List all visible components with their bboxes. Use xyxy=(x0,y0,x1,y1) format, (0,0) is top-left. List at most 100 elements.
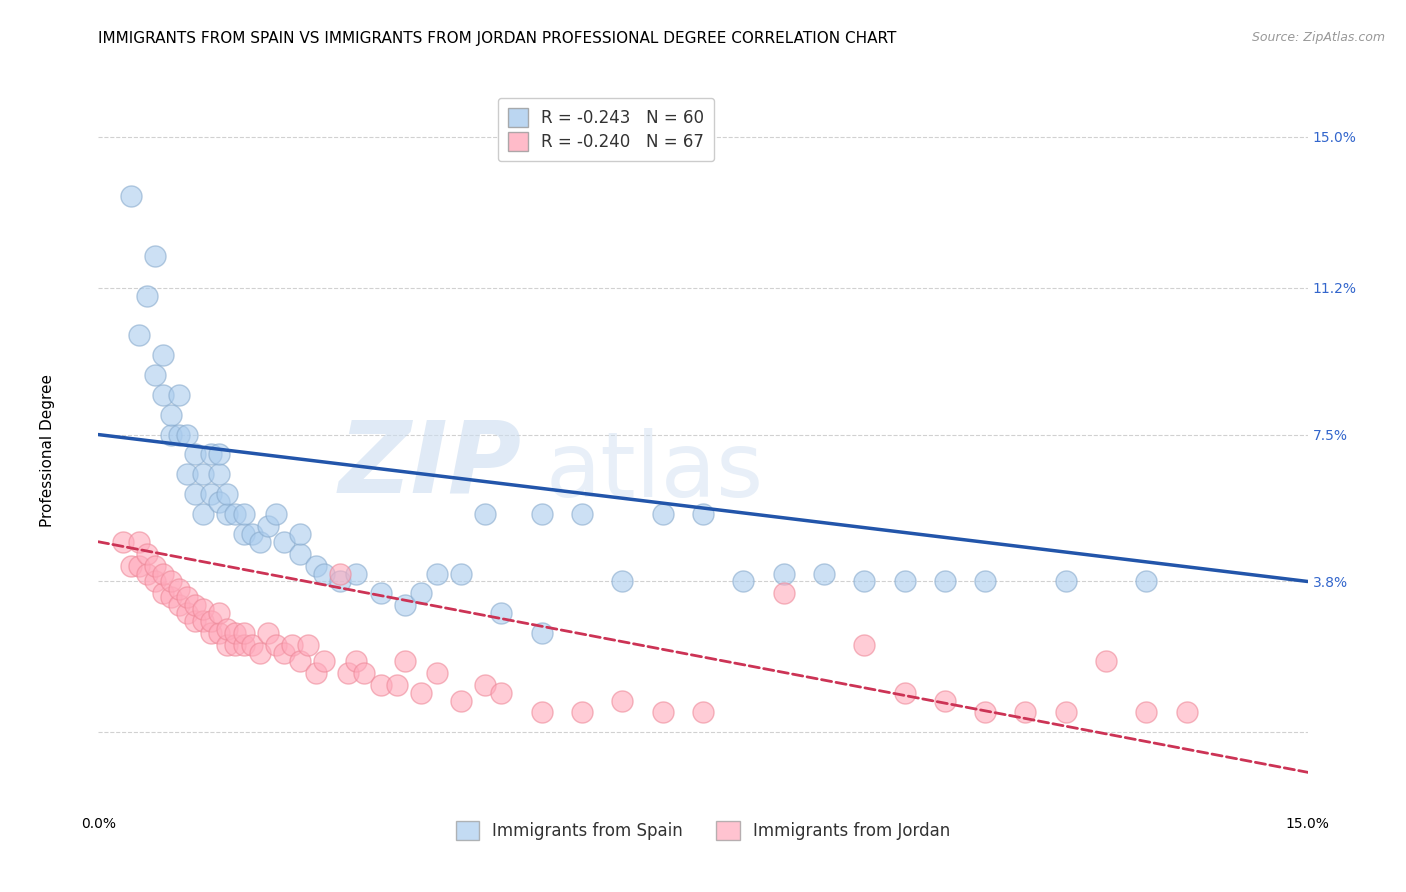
Point xyxy=(273,534,295,549)
Point xyxy=(193,614,215,628)
Point xyxy=(314,566,336,581)
Point xyxy=(1175,706,1198,720)
Point xyxy=(273,646,295,660)
Point xyxy=(530,626,553,640)
Point xyxy=(135,547,157,561)
Text: IMMIGRANTS FROM SPAIN VS IMMIGRANTS FROM JORDAN PROFESSIONAL DEGREE CORRELATION : IMMIGRANTS FROM SPAIN VS IMMIGRANTS FROM… xyxy=(98,31,897,46)
Point xyxy=(167,582,190,597)
Point xyxy=(152,388,174,402)
Point xyxy=(128,328,150,343)
Point xyxy=(249,646,271,660)
Point xyxy=(240,638,263,652)
Point xyxy=(394,599,416,613)
Point xyxy=(853,574,876,589)
Point xyxy=(772,566,794,581)
Point xyxy=(135,566,157,581)
Point xyxy=(135,288,157,302)
Point xyxy=(491,685,513,699)
Point xyxy=(167,599,190,613)
Point xyxy=(208,626,231,640)
Point xyxy=(200,487,222,501)
Point xyxy=(208,467,231,482)
Point xyxy=(370,678,392,692)
Point xyxy=(651,507,673,521)
Point xyxy=(217,487,239,501)
Point xyxy=(934,693,956,707)
Point xyxy=(217,622,239,636)
Point xyxy=(385,678,408,692)
Point xyxy=(176,427,198,442)
Point xyxy=(571,507,593,521)
Point xyxy=(1135,706,1157,720)
Point xyxy=(692,706,714,720)
Point xyxy=(305,665,328,680)
Point xyxy=(184,599,207,613)
Point xyxy=(337,665,360,680)
Point xyxy=(651,706,673,720)
Point xyxy=(152,348,174,362)
Point xyxy=(1135,574,1157,589)
Point xyxy=(193,507,215,521)
Point xyxy=(1054,706,1077,720)
Point xyxy=(329,566,352,581)
Text: atlas: atlas xyxy=(546,428,763,516)
Point xyxy=(217,507,239,521)
Point xyxy=(111,534,134,549)
Point xyxy=(297,638,319,652)
Point xyxy=(224,638,246,652)
Point xyxy=(288,526,311,541)
Point xyxy=(160,427,183,442)
Point xyxy=(120,558,142,573)
Text: Source: ZipAtlas.com: Source: ZipAtlas.com xyxy=(1251,31,1385,45)
Point xyxy=(409,685,432,699)
Point xyxy=(200,626,222,640)
Point xyxy=(143,558,166,573)
Point xyxy=(143,249,166,263)
Point xyxy=(314,654,336,668)
Point xyxy=(692,507,714,521)
Point xyxy=(143,574,166,589)
Point xyxy=(974,574,997,589)
Point xyxy=(224,507,246,521)
Point xyxy=(200,447,222,461)
Point xyxy=(450,693,472,707)
Point xyxy=(934,574,956,589)
Point xyxy=(184,614,207,628)
Point xyxy=(474,678,496,692)
Point xyxy=(160,574,183,589)
Point xyxy=(232,526,254,541)
Point xyxy=(208,495,231,509)
Point xyxy=(1014,706,1036,720)
Point xyxy=(152,566,174,581)
Point xyxy=(176,591,198,605)
Point xyxy=(612,693,634,707)
Point xyxy=(264,507,287,521)
Point xyxy=(450,566,472,581)
Point xyxy=(353,665,375,680)
Point xyxy=(571,706,593,720)
Point xyxy=(217,638,239,652)
Point xyxy=(193,467,215,482)
Point xyxy=(176,467,198,482)
Point xyxy=(232,638,254,652)
Point xyxy=(167,427,190,442)
Text: ZIP: ZIP xyxy=(339,417,522,514)
Point xyxy=(344,654,367,668)
Point xyxy=(491,606,513,620)
Text: Professional Degree: Professional Degree xyxy=(41,374,55,527)
Point xyxy=(893,574,915,589)
Point xyxy=(160,591,183,605)
Point xyxy=(1095,654,1118,668)
Point xyxy=(152,586,174,600)
Point xyxy=(329,574,352,589)
Point xyxy=(256,519,278,533)
Point xyxy=(232,507,254,521)
Point xyxy=(288,654,311,668)
Legend: Immigrants from Spain, Immigrants from Jordan: Immigrants from Spain, Immigrants from J… xyxy=(449,814,957,847)
Point xyxy=(264,638,287,652)
Point xyxy=(409,586,432,600)
Point xyxy=(224,626,246,640)
Point xyxy=(256,626,278,640)
Point xyxy=(974,706,997,720)
Point xyxy=(1054,574,1077,589)
